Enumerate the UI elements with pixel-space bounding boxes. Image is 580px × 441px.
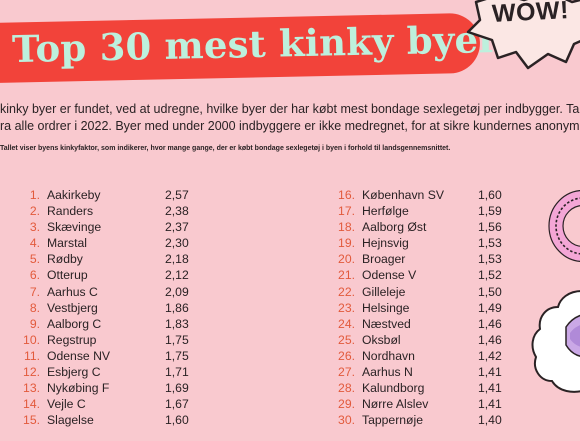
- intro-line: kinky byer er fundet, ved at udregne, hv…: [0, 102, 580, 116]
- kinky-score: 1,71: [165, 365, 189, 380]
- kinky-score: 1,50: [478, 284, 502, 299]
- rank-number: 9.: [29, 316, 40, 331]
- city-name: Aalborg C: [47, 316, 102, 331]
- intro-text: kinky byer er fundet, ved at udregne, hv…: [0, 101, 580, 135]
- kinky-score: 1,40: [478, 413, 502, 428]
- donut-ring-icon: [548, 190, 580, 262]
- city-name: Næstved: [362, 316, 411, 331]
- speech-bubble-icon: [531, 290, 580, 393]
- kinky-score: 1,69: [165, 381, 189, 396]
- kinky-score: 1,60: [478, 188, 502, 202]
- rank-number: 19.: [338, 236, 355, 251]
- city-name: Hejnsvig: [362, 236, 409, 251]
- kinky-score: 1,56: [478, 220, 502, 235]
- rank-number: 27.: [338, 365, 355, 380]
- kinky-score: 1,46: [478, 316, 502, 331]
- rank-number: 24.: [338, 316, 355, 331]
- kinky-score: 2,38: [165, 204, 189, 219]
- rank-number: 4.: [29, 236, 40, 251]
- kinky-score: 2,12: [165, 268, 189, 283]
- city-name: Nykøbing F: [47, 381, 110, 396]
- kinky-score: 1,75: [165, 332, 189, 347]
- city-name: Helsinge: [362, 300, 410, 315]
- kinky-score: 1,53: [478, 252, 502, 267]
- kinky-score: 1,41: [478, 365, 502, 380]
- city-name: Nordhavn: [362, 348, 415, 363]
- city-name: Odense NV: [47, 348, 111, 363]
- city-name: Broager: [362, 252, 406, 267]
- kinky-score: 1,75: [165, 348, 189, 363]
- rank-number: 10.: [23, 332, 40, 347]
- rank-number: 23.: [338, 300, 355, 315]
- rank-number: 11.: [23, 348, 40, 363]
- city-name: Nørre Alslev: [362, 397, 429, 412]
- kinky-score: 1,52: [478, 268, 502, 283]
- rank-number: 17.: [338, 204, 355, 219]
- rank-number: 25.: [338, 332, 355, 347]
- kinky-score: 2,57: [165, 188, 189, 202]
- rank-number: 18.: [338, 220, 355, 235]
- rank-number: 26.: [338, 348, 355, 363]
- rank-number: 22.: [338, 284, 355, 299]
- kinky-score: 2,09: [165, 284, 189, 299]
- city-name: Aarhus C: [47, 284, 98, 299]
- rank-number: 3.: [29, 220, 40, 235]
- city-name: Aakirkeby: [47, 188, 101, 202]
- rank-number: 21.: [338, 268, 355, 283]
- city-name: Oksbøl: [362, 332, 401, 347]
- city-name: Kalundborg: [362, 381, 425, 396]
- city-name: Vestbjerg: [47, 300, 98, 315]
- city-name: Esbjerg C: [47, 365, 101, 380]
- city-name: Herfølge: [362, 204, 409, 219]
- rank-number: 29.: [338, 397, 355, 412]
- rank-number: 16.: [338, 188, 355, 202]
- city-name: Otterup: [47, 268, 88, 283]
- city-name: Odense V: [362, 268, 417, 283]
- kinky-score: 1,41: [478, 381, 502, 396]
- rank-number: 28.: [338, 381, 355, 396]
- kinky-score: 1,60: [165, 413, 189, 428]
- kinky-score: 1,46: [478, 332, 502, 347]
- rank-number: 5.: [29, 252, 40, 267]
- kinky-score: 1,42: [478, 348, 502, 363]
- city-name: Marstal: [47, 236, 87, 251]
- rank-number: 13.: [23, 381, 40, 396]
- kinky-score: 1,41: [478, 397, 502, 412]
- city-name: Aarhus N: [362, 365, 413, 380]
- kinky-score: 2,37: [165, 220, 189, 235]
- rank-number: 7.: [29, 284, 40, 299]
- city-name: Vejle C: [47, 397, 86, 412]
- city-name: Aalborg Øst: [362, 220, 427, 235]
- rank-number: 15.: [23, 413, 40, 428]
- city-name: København SV: [362, 188, 444, 202]
- city-name: Tappernøje: [362, 413, 423, 428]
- kinky-score: 1,53: [478, 236, 502, 251]
- kinky-score: 2,30: [165, 236, 189, 251]
- rank-number: 30.: [338, 413, 355, 428]
- footnote: Tallet viser byens kinkyfaktor, som indi…: [0, 145, 451, 152]
- city-name: Rødby: [47, 252, 83, 267]
- intro-line: ra alle ordrer i 2022. Byer med under 20…: [0, 119, 580, 133]
- kinky-score: 1,86: [165, 300, 189, 315]
- city-name: Randers: [47, 204, 94, 219]
- starburst-icon: [466, 0, 580, 70]
- rank-number: 20.: [338, 252, 355, 267]
- city-name: Slagelse: [47, 413, 94, 428]
- rank-number: 8.: [29, 300, 40, 315]
- kinky-score: 1,59: [478, 204, 502, 219]
- kinky-score: 1,49: [478, 300, 502, 315]
- rank-number: 12.: [23, 365, 40, 380]
- wow-badge-text: WOW!: [491, 0, 570, 28]
- city-name: Skævinge: [47, 220, 102, 235]
- wow-badge: WOW!: [462, 0, 580, 78]
- rank-number: 1.: [29, 188, 40, 202]
- rank-number: 14.: [23, 397, 40, 412]
- rank-number: 2.: [29, 204, 40, 219]
- kinky-score: 1,67: [165, 397, 189, 412]
- kinky-score: 1,83: [165, 316, 189, 331]
- rank-number: 6.: [29, 268, 40, 283]
- city-name: Gilleleje: [362, 284, 406, 299]
- city-name: Regstrup: [47, 332, 97, 347]
- kinky-score: 2,18: [165, 252, 189, 267]
